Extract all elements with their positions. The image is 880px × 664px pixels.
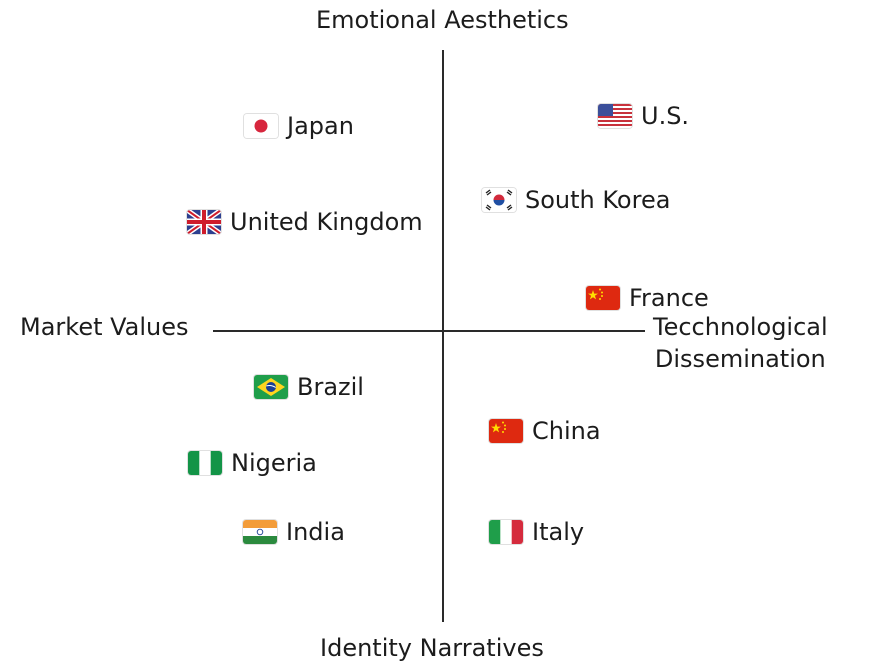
axis-label-right: Tecchnological Dissemination [653,311,828,375]
axis-label-top: Emotional Aesthetics [316,6,569,34]
country-label: Nigeria [231,449,317,477]
country-china: China [489,416,601,446]
axis-label-bottom: Identity Narratives [320,634,544,662]
nigeria-flag-icon [188,451,222,475]
vertical-axis [442,50,444,622]
china-style-flag-icon [586,286,620,310]
country-label: U.S. [641,102,690,130]
uk-flag-icon [187,210,221,234]
country-label: Japan [287,112,354,140]
india-flag-icon [243,520,277,544]
china-flag-icon [489,419,523,443]
country-label: India [286,518,345,546]
country-japan: Japan [244,111,354,141]
country-label: China [532,417,601,445]
axis-label-left: Market Values [20,313,189,341]
country-italy: Italy [489,517,584,547]
us-flag-icon [598,104,632,128]
horizontal-axis [213,330,645,332]
south-korea-flag-icon [482,188,516,212]
country-label: France [629,284,709,312]
country-label: Italy [532,518,585,546]
country-south-korea: South Korea [482,185,670,215]
brazil-flag-icon [254,375,288,399]
country-france: France [586,283,709,313]
italy-flag-icon [489,520,523,544]
country-india: India [243,517,345,547]
country-brazil: Brazil [254,372,364,402]
country-label: Brazil [297,373,364,401]
axis-label-right-line2: Dissemination [654,345,826,373]
japan-flag-icon [244,114,278,138]
country-label: South Korea [525,186,671,214]
country-label: United Kingdom [230,208,423,236]
country-nigeria: Nigeria [188,448,317,478]
country-uk: United Kingdom [187,207,423,237]
country-us: U.S. [598,101,689,131]
axis-label-right-line1: Tecchnological [653,313,828,341]
